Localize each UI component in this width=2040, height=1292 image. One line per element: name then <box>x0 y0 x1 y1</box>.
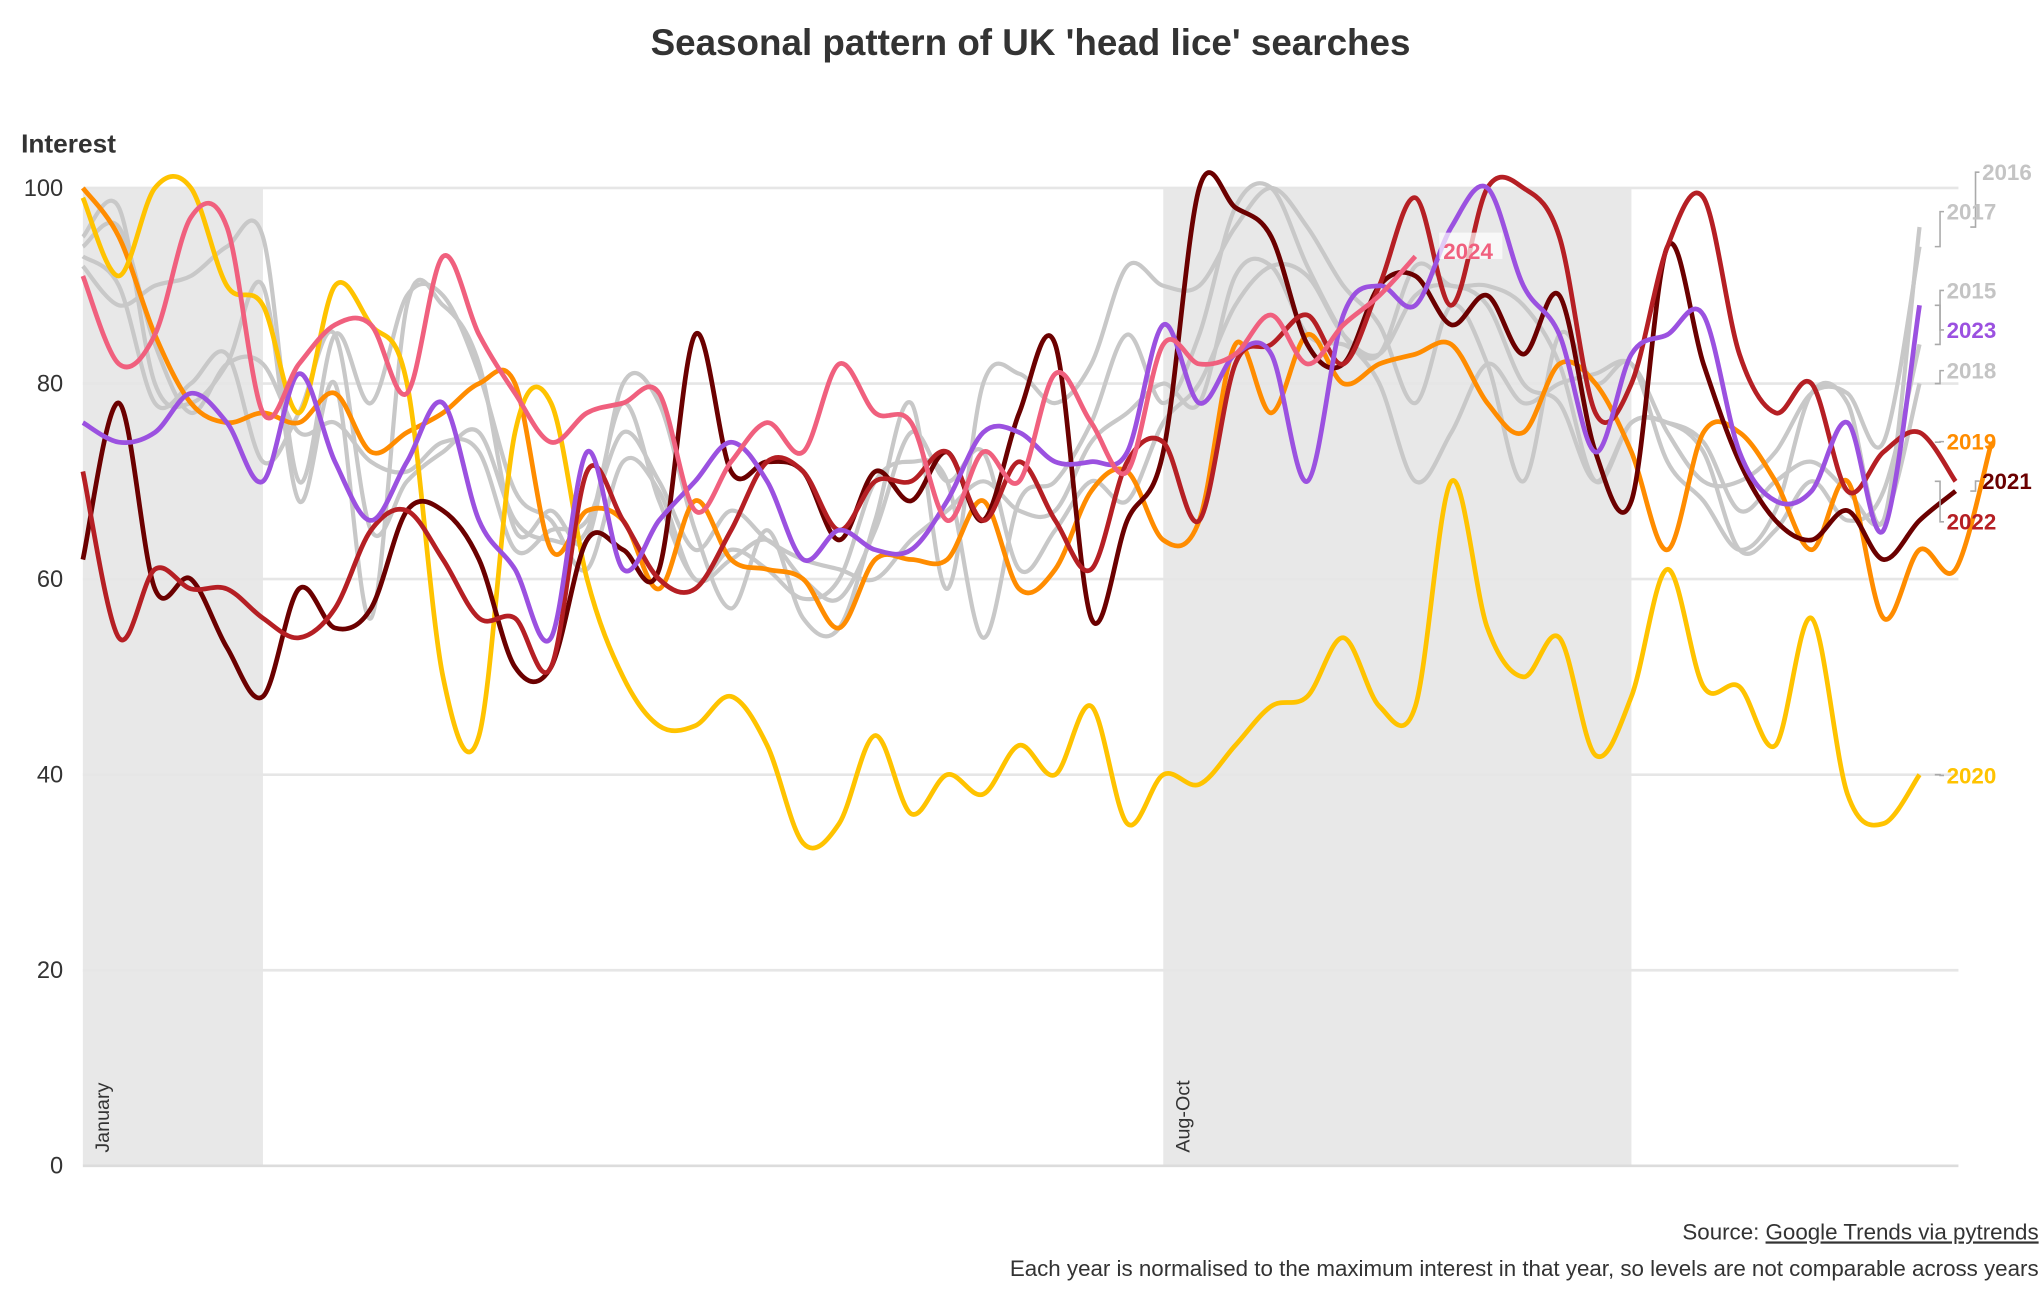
label-backdrop <box>1439 232 1503 259</box>
series-label-2019: 2019 <box>1947 430 1997 455</box>
series-line-2020 <box>80 173 1922 851</box>
footnote: Each year is normalised to the maximum i… <box>1010 1256 2039 1281</box>
series-line-2021 <box>80 170 1958 701</box>
series-line-2022 <box>80 174 1958 675</box>
series-label-2023: 2023 <box>1947 318 1997 343</box>
y-tick-label: 40 <box>37 763 63 789</box>
series-line-2018 <box>81 220 1922 583</box>
chart-title: Seasonal pattern of UK 'head lice' searc… <box>651 22 1411 63</box>
source-prefix: Source: <box>1682 1219 1765 1244</box>
source-line: Source: Google Trends via pytrends <box>1682 1219 2038 1244</box>
source-link[interactable]: Google Trends via pytrends <box>1766 1219 2039 1244</box>
series-line-2016 <box>81 185 1922 639</box>
series-line-2019 <box>80 186 1994 631</box>
shaded-period-label: Aug-Oct <box>1173 1080 1195 1153</box>
y-tick-label: 80 <box>37 371 63 397</box>
label-leader-line <box>1934 210 1944 248</box>
series-line-2023 <box>81 183 1922 644</box>
y-tick-label: 0 <box>50 1154 63 1180</box>
label-leader-line <box>1970 480 1980 492</box>
label-leader-line <box>1970 171 1980 228</box>
gridlines <box>82 186 1959 1168</box>
y-tick-label: 100 <box>24 176 63 202</box>
y-tick-label: 60 <box>37 567 63 593</box>
label-leader-line <box>1934 304 1944 331</box>
series-label-2015: 2015 <box>1947 278 1997 303</box>
label-leader-line <box>1934 480 1944 523</box>
series-label-2016: 2016 <box>1982 160 2032 185</box>
label-leader-line <box>1934 440 1944 443</box>
y-tick-label: 20 <box>37 958 63 984</box>
series-label-2021: 2021 <box>1982 469 2032 494</box>
series-label-2022: 2022 <box>1947 510 1997 535</box>
label-leader-line <box>1934 773 1944 777</box>
y-axis-label: Interest <box>21 128 116 158</box>
series-line-2024 <box>80 200 1418 523</box>
series-label-2018: 2018 <box>1947 359 1997 384</box>
y-axis-ticks: 0 20 40 60 80 100 <box>24 176 63 1180</box>
shaded-periods: January Aug-Oct <box>82 187 1632 1166</box>
series-label-2024: 2024 <box>1443 239 1493 264</box>
series-label-2020: 2020 <box>1947 763 1997 788</box>
series-line-2017 <box>81 181 1922 640</box>
series-lines <box>80 170 1994 851</box>
shaded-period-label: January <box>92 1082 114 1152</box>
label-leader-line <box>1934 369 1944 385</box>
series-labels: 2015 2016 2017 2018 2019 2020 2021 2022 2023 2024 <box>1439 160 2032 788</box>
series-label-2017: 2017 <box>1947 199 1997 224</box>
